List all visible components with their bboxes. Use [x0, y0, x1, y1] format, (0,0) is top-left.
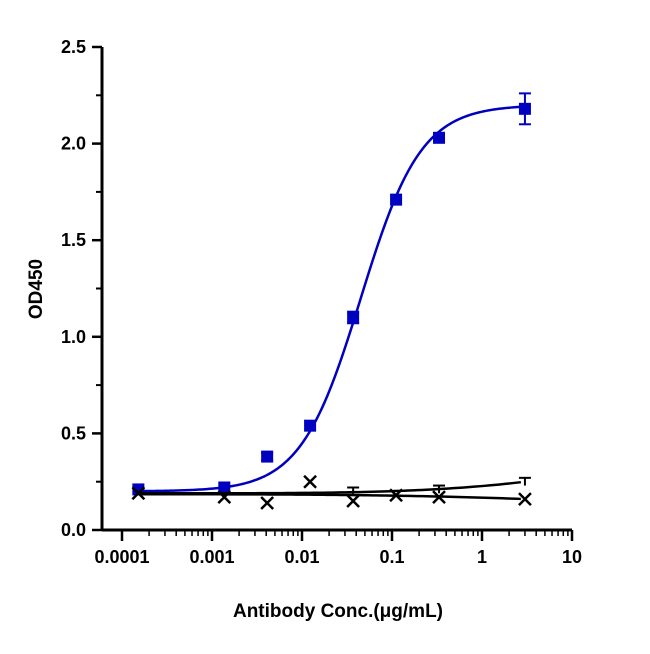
data-point: [390, 193, 403, 206]
x-tick-label: 0.1: [379, 547, 404, 567]
fit-curve: [138, 480, 522, 495]
fit-curve: [138, 493, 521, 501]
y-tick-label: 2.5: [61, 37, 86, 57]
x-tick-label: 0.001: [189, 547, 234, 567]
y-tick-label: 1.0: [61, 327, 86, 347]
data-point: [432, 490, 446, 505]
data-point: [260, 496, 275, 510]
fit-curve: [138, 105, 524, 493]
data-point: [303, 474, 317, 489]
data-point: [518, 492, 532, 506]
x-tick-label: 0.0001: [94, 547, 149, 567]
y-tick-label: 2.0: [61, 134, 86, 154]
data-point: [433, 131, 446, 144]
x-axis-label: Antibody Conc.(μg/mL): [233, 601, 443, 622]
x-tick-label: 10: [562, 547, 582, 567]
data-point: [346, 494, 361, 508]
data-point: [261, 450, 274, 463]
y-tick-label: 0.0: [61, 520, 86, 540]
y-tick-label: 0.5: [61, 423, 86, 443]
y-tick-label: 1.5: [61, 230, 86, 250]
data-point: [304, 419, 317, 432]
data-point: [347, 311, 360, 324]
y-axis-label: OD450: [26, 259, 47, 319]
data-point: [218, 481, 231, 494]
x-tick-label: 1: [477, 547, 487, 567]
data-point: [518, 102, 531, 115]
x-tick-label: 0.01: [284, 547, 319, 567]
